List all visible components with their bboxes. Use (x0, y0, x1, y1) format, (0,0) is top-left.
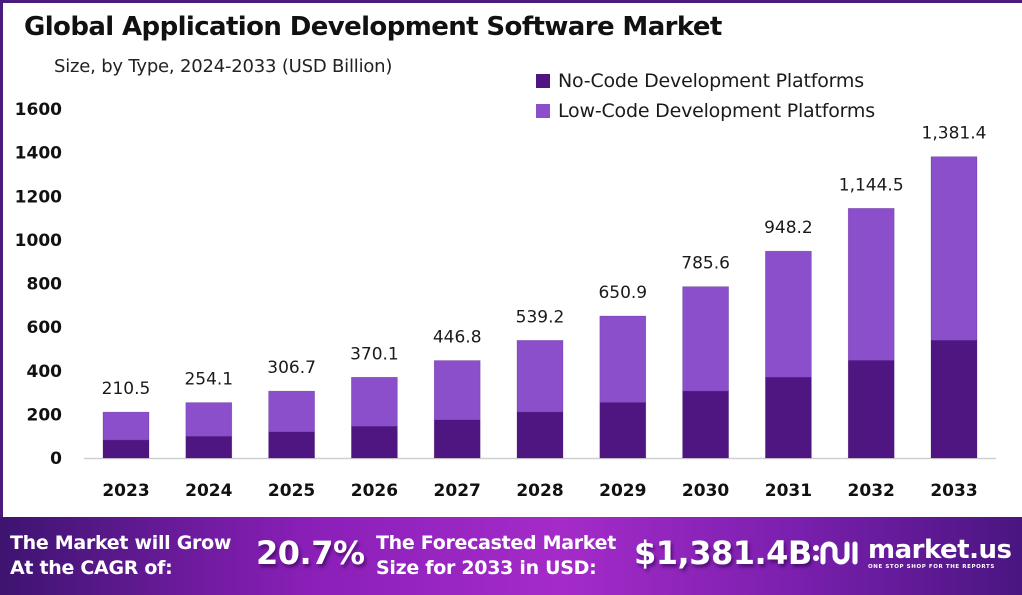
total-value-label: 1,144.5 (839, 175, 904, 195)
bar-segment-low-code (682, 286, 729, 392)
total-value-label: 370.1 (350, 344, 399, 364)
x-tick-label: 2024 (185, 481, 232, 501)
bar-segment-no-code (682, 390, 729, 459)
total-value-label: 785.6 (681, 254, 730, 274)
total-value-label: 446.8 (433, 328, 482, 348)
bar-segment-no-code (765, 376, 812, 459)
bar-segment-no-code (102, 439, 150, 459)
bar-segment-low-code (765, 250, 812, 378)
chart-subtitle: Size, by Type, 2024-2033 (USD Billion) (54, 56, 393, 77)
market-us-logo-icon (813, 541, 858, 565)
forecast-value: $1,381.4B (634, 534, 812, 572)
bar-segment-no-code (268, 431, 315, 459)
y-tick-label: 200 (27, 405, 63, 425)
bar-segment-no-code (351, 426, 398, 459)
y-tick-label: 1200 (15, 187, 62, 207)
x-tick-label: 2033 (930, 481, 977, 501)
x-tick-label: 2023 (102, 481, 149, 501)
bar-segment-no-code (930, 340, 978, 459)
total-value-label: 539.2 (516, 307, 565, 327)
bar-segment-low-code (847, 208, 895, 361)
y-tick-label: 400 (27, 362, 63, 382)
x-tick-label: 2028 (516, 481, 563, 501)
bar-segment-low-code (516, 340, 564, 413)
legend-swatch-low-code (536, 104, 550, 118)
y-tick-label: 800 (27, 275, 63, 295)
cagr-label-line1: The Market will Grow (10, 532, 232, 554)
total-value-label: 306.7 (267, 358, 316, 378)
x-tick-label: 2031 (765, 481, 812, 501)
total-value-label: 948.2 (764, 218, 813, 238)
total-value-label: 650.9 (598, 283, 647, 303)
brand-tagline: ONE STOP SHOP FOR THE REPORTS (868, 563, 995, 570)
total-value-label: 210.5 (102, 379, 151, 399)
bar-segment-low-code (351, 376, 398, 427)
cagr-label-line2: At the CAGR of: (10, 557, 173, 579)
summary-banner: The Market will Grow At the CAGR of: 20.… (0, 517, 1022, 595)
bar-segment-low-code (433, 360, 481, 421)
x-tick-label: 2030 (682, 481, 729, 501)
legend-item-no-code: No-Code Development Platforms (536, 66, 875, 96)
legend-item-low-code: Low-Code Development Platforms (536, 96, 875, 126)
x-tick-label: 2029 (599, 481, 646, 501)
legend: No-Code Development Platforms Low-Code D… (536, 66, 875, 126)
y-tick-label: 1400 (15, 144, 62, 164)
forecast-label-line2: Size for 2033 in USD: (376, 557, 597, 579)
total-value-label: 254.1 (184, 370, 233, 390)
y-tick-label: 600 (27, 318, 63, 338)
legend-label-low-code: Low-Code Development Platforms (558, 100, 875, 122)
y-tick-label: 0 (50, 449, 62, 469)
bar-segment-no-code (847, 360, 895, 459)
bar-segment-low-code (268, 390, 315, 433)
cagr-label: The Market will Grow At the CAGR of: (10, 531, 231, 581)
y-tick-label: 1000 (15, 231, 62, 251)
forecast-label-line1: The Forecasted Market (376, 532, 616, 554)
bar-segment-low-code (102, 411, 150, 441)
bar-segment-low-code (930, 156, 978, 341)
forecast-label: The Forecasted Market Size for 2033 in U… (376, 531, 616, 581)
bar-segment-no-code (433, 419, 481, 459)
bar-segment-no-code (599, 402, 647, 459)
chart-title: Global Application Development Software … (24, 12, 722, 42)
bar-segment-no-code (185, 436, 233, 459)
legend-swatch-no-code (536, 74, 550, 88)
brand-logo: market.us ONE STOP SHOP FOR THE REPORTS (812, 534, 1012, 570)
legend-label-no-code: No-Code Development Platforms (558, 70, 864, 92)
cagr-value: 20.7% (256, 534, 365, 572)
total-value-label: 1,381.4 (922, 124, 987, 144)
y-tick-label: 1600 (15, 100, 62, 120)
x-tick-label: 2025 (268, 481, 315, 501)
x-tick-label: 2026 (351, 481, 398, 501)
bar-segment-low-code (599, 315, 647, 403)
bar-segment-low-code (185, 402, 233, 437)
stacked-bar-chart: 0 200 400 600 800 1000 1200 1400 1600 210.5 2023 25… (15, 100, 996, 501)
x-tick-label: 2027 (434, 481, 481, 501)
bar-segment-no-code (516, 411, 564, 459)
x-tick-label: 2032 (848, 481, 895, 501)
brand-name: market.us (868, 534, 1012, 565)
